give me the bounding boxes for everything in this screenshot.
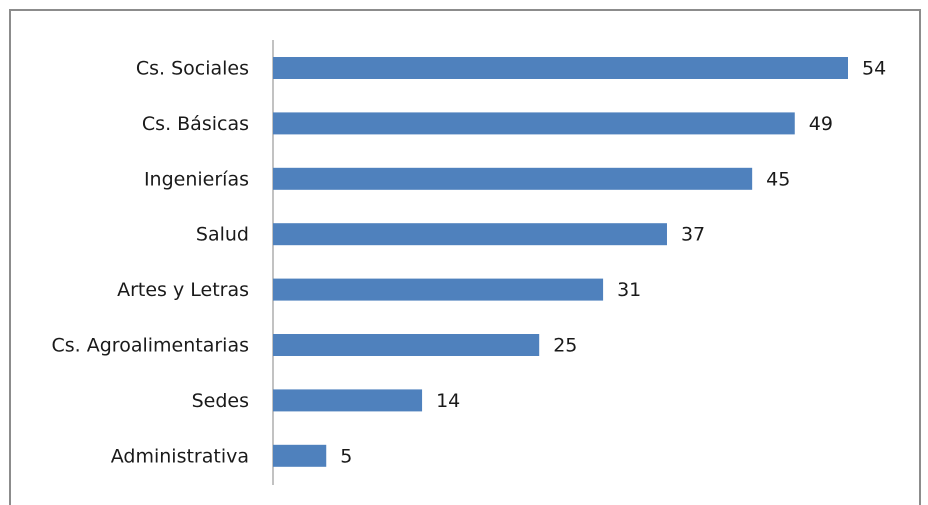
y-tick-label: Administrativa xyxy=(111,445,249,467)
data-label: 25 xyxy=(553,335,577,357)
bar xyxy=(273,278,604,301)
data-label: 54 xyxy=(862,58,886,80)
chart-frame xyxy=(9,9,921,505)
bar xyxy=(273,167,753,190)
y-tick-label: Cs. Básicas xyxy=(142,113,249,135)
data-label: 37 xyxy=(681,224,705,246)
bar xyxy=(273,57,848,79)
data-label: 5 xyxy=(340,445,352,467)
bar xyxy=(273,444,327,467)
y-tick-label: Artes y Letras xyxy=(117,279,249,301)
bar xyxy=(273,389,423,412)
y-tick-label: Cs. Agroalimentarias xyxy=(52,335,250,357)
data-label: 49 xyxy=(809,113,833,135)
bar xyxy=(273,112,795,135)
data-label: 14 xyxy=(436,390,460,412)
data-label: 31 xyxy=(617,279,641,301)
y-tick-label: Ingenierías xyxy=(144,168,249,190)
y-tick-label: Salud xyxy=(196,224,249,246)
bar xyxy=(273,223,667,246)
y-tick-label: Sedes xyxy=(192,390,249,412)
data-label: 45 xyxy=(766,168,790,190)
bar xyxy=(273,334,540,356)
y-tick-label: Cs. Sociales xyxy=(136,58,249,80)
